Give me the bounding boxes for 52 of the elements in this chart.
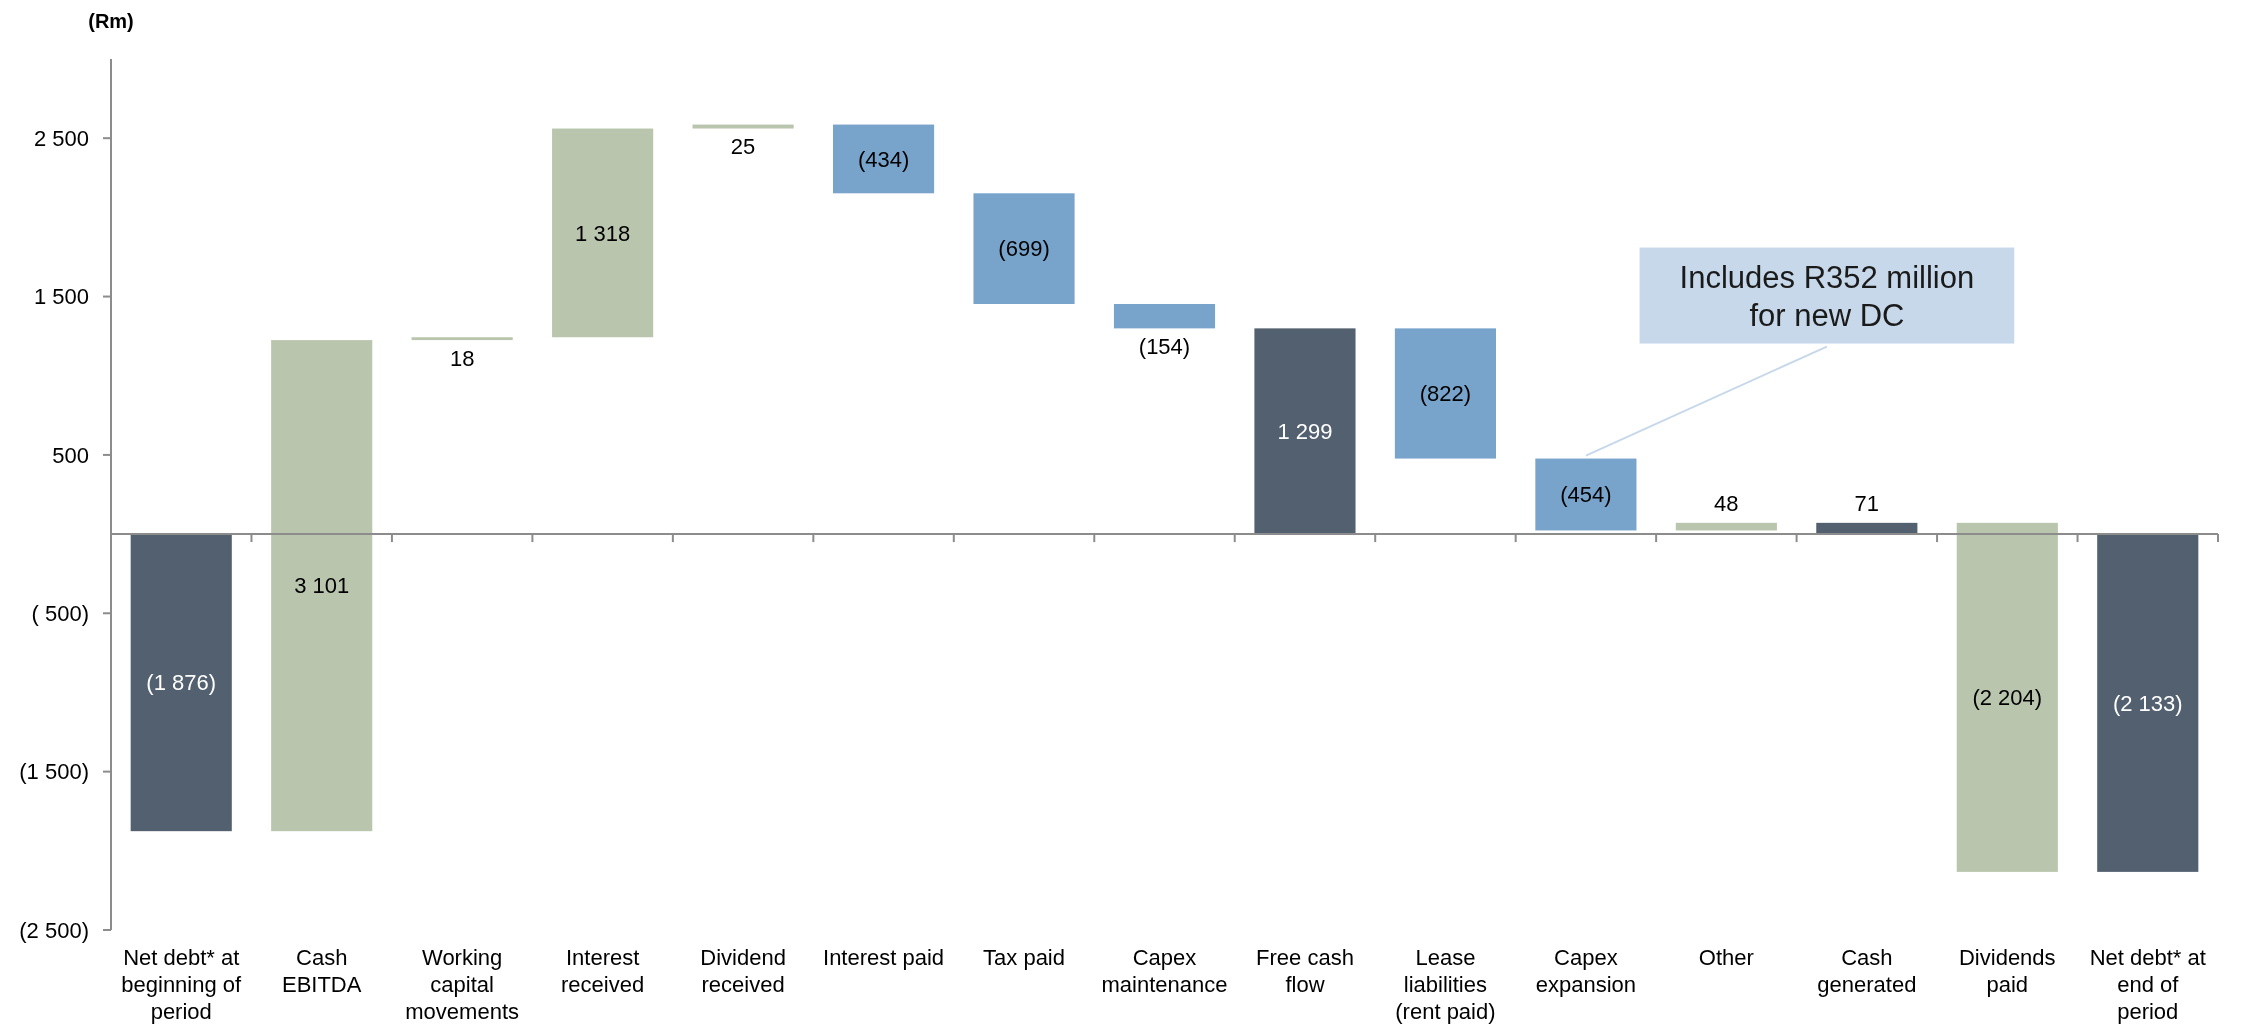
data-label: (154)	[1138, 334, 1191, 360]
y-axis-title: (Rm)	[88, 10, 134, 32]
y-tick-label: (2 500)	[19, 917, 89, 943]
bar	[1254, 328, 1356, 535]
x-tick-label: Capex maintenance	[1101, 945, 1228, 997]
y-tick-label: (1 500)	[19, 759, 89, 785]
data-label: (434)	[857, 146, 910, 172]
x-tick-label: Interest received	[561, 945, 645, 997]
x-tick-label: Net debt* at end of period	[2089, 945, 2206, 1024]
x-tick-label: Tax paid	[983, 945, 1066, 970]
data-label: 18	[449, 345, 475, 371]
bar	[1675, 522, 1777, 531]
bar	[2097, 534, 2199, 872]
bar	[1535, 458, 1637, 531]
x-tick-label: Lease liabilities (rent paid)	[1395, 945, 1496, 1024]
y-tick-label: 1 500	[33, 284, 89, 310]
x-tick-label: Capex expansion	[1535, 945, 1637, 997]
x-tick-label: Dividends paid	[1959, 945, 2056, 997]
x-tick-label: Other	[1698, 945, 1754, 970]
data-label: 71	[1854, 490, 1880, 516]
x-tick-label: Working capital movements	[405, 945, 520, 1024]
annotation: Includes R352 million for new DC	[1679, 260, 1975, 334]
data-label: (2 204)	[1972, 685, 2043, 711]
data-label: 25	[730, 134, 756, 160]
bar	[1113, 303, 1216, 329]
y-tick-label: 2 500	[33, 125, 89, 151]
bar	[692, 124, 794, 129]
data-label: (699)	[998, 236, 1050, 262]
x-tick-label: Free cash flow	[1256, 945, 1354, 997]
bar	[130, 534, 232, 832]
bar	[1394, 328, 1497, 459]
bar	[1956, 522, 2058, 872]
data-label: (454)	[1560, 482, 1612, 508]
x-tick-label: Cash EBITDA	[281, 945, 362, 997]
data-label: (1 876)	[146, 670, 217, 696]
data-label: (822)	[1419, 381, 1472, 407]
bar	[271, 340, 373, 832]
x-tick-label: Net debt* at beginning of period	[121, 945, 243, 1024]
data-label: 48	[1714, 490, 1739, 516]
y-tick-label: ( 500)	[31, 600, 89, 626]
data-label: 1 318	[575, 220, 631, 246]
x-tick-label: Dividend received	[700, 945, 786, 997]
bar	[833, 124, 935, 194]
data-label: (2 133)	[2112, 690, 2183, 716]
x-tick-label: Interest paid	[823, 945, 945, 970]
bar	[973, 193, 1075, 304]
bar	[411, 337, 513, 341]
y-tick-label: 500	[52, 442, 89, 468]
x-tick-label: Cash generated	[1817, 945, 1917, 997]
data-label: 1 299	[1277, 418, 1333, 444]
bar	[552, 128, 654, 338]
data-label: 3 101	[294, 573, 350, 599]
